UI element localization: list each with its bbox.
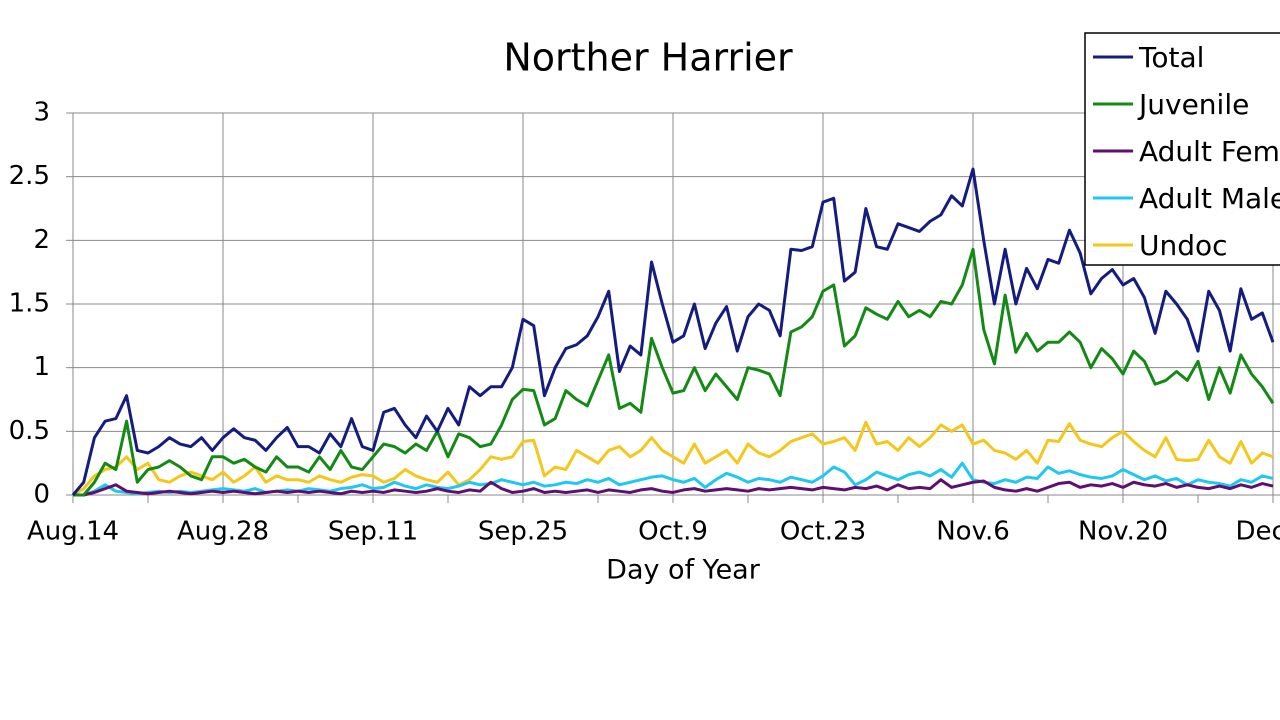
y-tick-label: 1: [33, 352, 50, 382]
x-tick-label: Oct.23: [780, 517, 866, 547]
legend-label: Total: [1138, 41, 1204, 74]
series-line: [71, 167, 1275, 496]
y-tick-label: 0: [33, 480, 50, 510]
x-tick-label: Dec.4: [1235, 517, 1280, 547]
x-axis-label: Day of Year: [606, 555, 761, 586]
chart-title: Norther Harrier: [503, 36, 793, 80]
series-line: [72, 420, 1274, 497]
y-tick-label: 3: [33, 98, 50, 128]
legend-label: Adult Male: [1139, 182, 1280, 215]
series-line: [73, 247, 1275, 497]
series-line: [73, 478, 1274, 497]
x-tick-label: Aug.14: [27, 517, 119, 547]
legend: Total Juvenile Adult Female Adult Male Undoc: [1084, 32, 1280, 266]
legend-label: Adult Female: [1139, 135, 1280, 168]
x-tick-label: Oct.9: [638, 517, 708, 547]
y-tick-label: 2: [33, 225, 50, 255]
x-tick-label: Nov.6: [936, 517, 1010, 547]
legend-label: Juvenile: [1137, 88, 1249, 121]
y-tick-label: 0.5: [9, 416, 50, 446]
y-tick-label: 1.5: [9, 289, 50, 319]
y-tick-label: 2.5: [9, 161, 50, 191]
x-tick-label: Nov.20: [1078, 517, 1168, 547]
legend-box: [1084, 32, 1280, 266]
x-tick-label: Sep.25: [478, 517, 568, 547]
legend-label: Undoc: [1139, 229, 1228, 262]
x-tick-label: Sep.11: [328, 517, 418, 547]
x-tick-label: Aug.28: [177, 517, 269, 547]
